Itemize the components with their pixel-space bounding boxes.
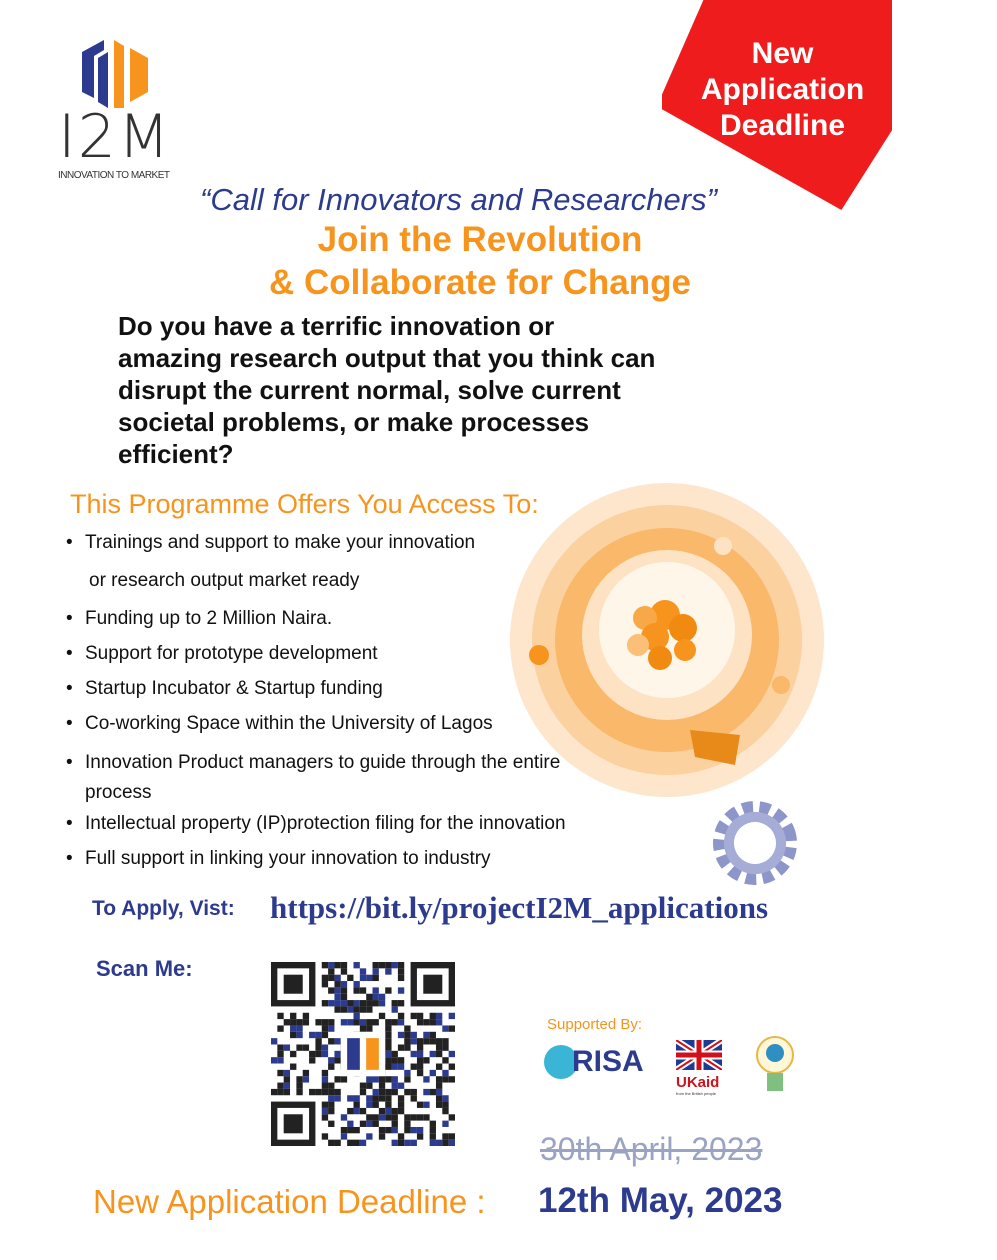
list-item: or research output market ready [89, 570, 360, 591]
i2m-logo [82, 38, 152, 115]
new-deadline-label: New Application Deadline : [93, 1183, 486, 1220]
new-deadline-date: 12th May, 2023 [538, 1181, 783, 1220]
list-item: Full support in linking your innovation … [66, 848, 626, 883]
gear-icon [713, 801, 797, 885]
sponsor-unilag [754, 1033, 796, 1098]
logo-wordmark: I2M [58, 102, 172, 172]
offers-title: This Programme Offers You Access To: [70, 489, 539, 519]
list-item: Support for prototype development [66, 643, 626, 678]
ukaid-text: UKaid [676, 1074, 720, 1091]
badge-line: Deadline [719, 109, 846, 142]
sponsor-ukaid: UKaid from the British people [674, 1037, 724, 1096]
badge-line: New [751, 37, 814, 70]
i2m-logo-mark-icon [82, 40, 148, 108]
risa-logo-icon [544, 1045, 578, 1079]
list-item: Funding up to 2 Million Naira. [66, 608, 626, 643]
list-item: Co-working Space within the University o… [66, 713, 626, 748]
risa-text: RISA [572, 1045, 644, 1078]
supported-label: Supported By: [547, 1016, 643, 1033]
sponsor-risa: RISA [544, 1045, 644, 1079]
join-heading: Join the Revolution [317, 220, 643, 259]
deadline-badge-text: New Application Deadline [690, 36, 875, 144]
call-heading: “Call for Innovators and Researchers” [200, 182, 717, 217]
logo-tagline: INNOVATION TO MARKET [58, 170, 170, 181]
ukaid-subtext: from the British people [676, 1091, 717, 1096]
list-item: Innovation Product managers to guide thr… [66, 748, 606, 813]
badge-line: Application [700, 73, 865, 106]
apply-link[interactable]: https://bit.ly/projectI2M_applications [270, 890, 769, 925]
collaborate-heading: & Collaborate for Change [269, 263, 691, 302]
old-deadline: 30th April, 2023 [540, 1131, 763, 1167]
list-item: Intellectual property (IP)protection fil… [66, 813, 626, 848]
question-text: Do you have a terrific innovation or ama… [118, 311, 656, 469]
apply-label: To Apply, Vist: [92, 897, 235, 920]
list-item: Startup Incubator & Startup funding [66, 678, 626, 713]
list-item: Trainings and support to make your innov… [66, 532, 626, 570]
offers-list: Trainings and support to make your innov… [66, 532, 626, 883]
union-jack-icon [674, 1037, 724, 1073]
scan-label: Scan Me: [96, 956, 193, 981]
unilag-bulb-logo-icon [756, 1036, 794, 1091]
qr-code[interactable] [271, 962, 455, 1146]
